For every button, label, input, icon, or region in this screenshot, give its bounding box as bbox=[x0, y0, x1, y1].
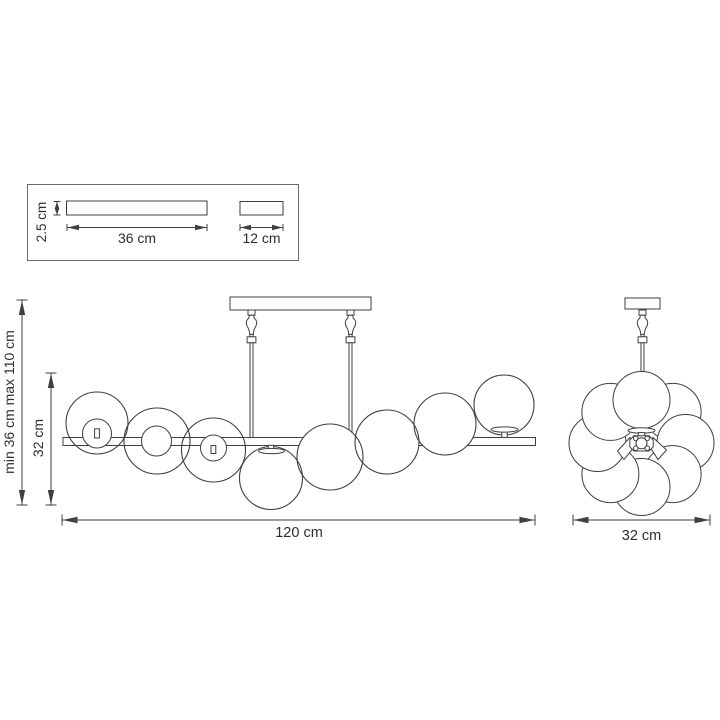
globe-circle bbox=[180, 417, 247, 483]
depth-label: 32 cm bbox=[622, 528, 662, 544]
dimension-body-height: 32 cm bbox=[30, 372, 57, 506]
canopy-detail-box: 2.5 cm 36 cm 12 cm bbox=[27, 184, 299, 261]
dimension-short-canopy-width: 12 cm bbox=[239, 224, 284, 246]
hanger-ornament bbox=[636, 309, 649, 344]
dimension-canopy-height: 2.5 cm bbox=[34, 201, 61, 243]
globe-circle bbox=[123, 407, 191, 475]
globe-circle bbox=[473, 374, 535, 436]
short-canopy-section bbox=[239, 201, 284, 216]
dimension-depth: 32 cm bbox=[572, 514, 711, 544]
globe-circle bbox=[296, 423, 364, 491]
body-height-label: 32 cm bbox=[30, 419, 46, 457]
hanger-ornament bbox=[344, 309, 357, 344]
suspension-height-label: min 36 cm max 110 cm bbox=[1, 330, 17, 474]
hanger-ornament bbox=[245, 309, 258, 344]
long-canopy-width-label: 36 cm bbox=[118, 230, 156, 246]
socket-stem bbox=[210, 445, 217, 454]
long-canopy-section bbox=[66, 200, 208, 216]
globe-mask bbox=[414, 393, 476, 455]
dimension-width: 120 cm bbox=[61, 514, 536, 541]
globe-mask bbox=[297, 424, 363, 490]
width-label: 120 cm bbox=[275, 525, 323, 541]
ceiling-canopy-side bbox=[624, 297, 661, 310]
globe-circle bbox=[612, 371, 671, 429]
dimension-suspension-height: min 36 cm max 110 cm bbox=[1, 299, 28, 506]
globe-circle bbox=[238, 445, 304, 511]
hub-center-circle bbox=[635, 437, 648, 450]
front-view bbox=[62, 296, 536, 511]
globe-circle bbox=[354, 409, 420, 475]
globe-circle bbox=[65, 391, 129, 455]
short-canopy-width-label: 12 cm bbox=[242, 230, 280, 246]
suspension-rod bbox=[348, 342, 353, 438]
dimension-long-canopy-width: 36 cm bbox=[66, 224, 208, 246]
socket-stem bbox=[94, 428, 100, 439]
ceiling-canopy bbox=[229, 296, 372, 311]
globe-mask bbox=[355, 410, 419, 474]
suspension-rod bbox=[249, 342, 254, 438]
globe-circle bbox=[413, 392, 477, 456]
socket-circle bbox=[141, 425, 172, 457]
detail-box-border bbox=[27, 184, 299, 261]
globe-fitter-cap bbox=[258, 447, 285, 455]
canopy-height-label: 2.5 cm bbox=[34, 202, 49, 243]
suspension-rod bbox=[640, 342, 645, 373]
globe-fitter-cap bbox=[490, 426, 519, 433]
side-view bbox=[568, 297, 715, 516]
